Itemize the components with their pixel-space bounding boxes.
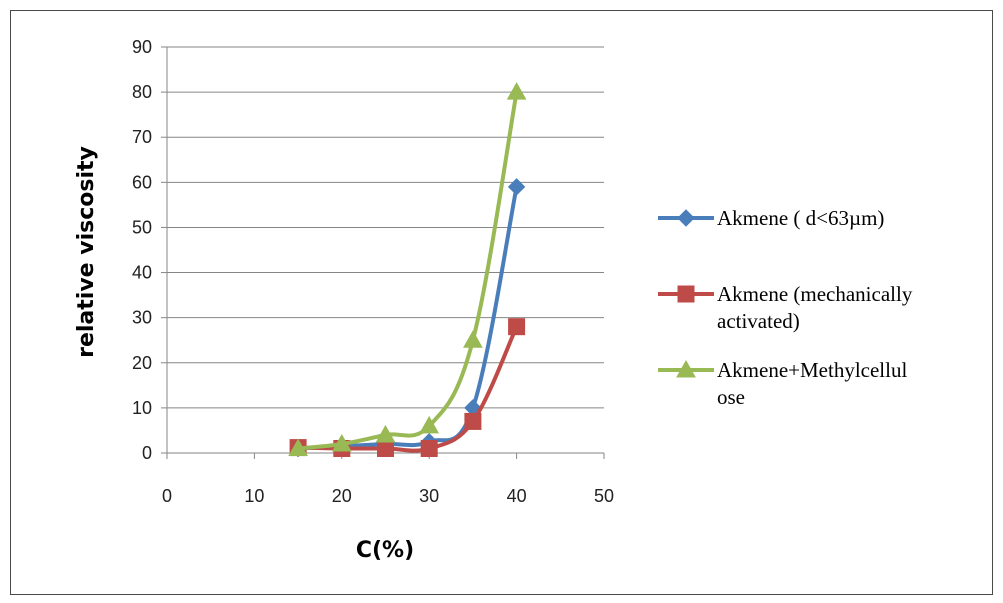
legend-label-1-line-1: Akmene ( d<63µm): [717, 206, 884, 230]
chart-frame: [10, 10, 993, 595]
series-2-point-30: [420, 439, 438, 457]
y-axis-title: relative viscosity: [74, 146, 99, 358]
series-3-point-40: [506, 82, 527, 100]
y-tick-label-70: 70: [132, 127, 152, 147]
x-tick-label-10: 10: [244, 486, 264, 506]
series-3-point-35: [463, 330, 483, 348]
x-axis-title: C(%): [356, 538, 414, 563]
x-tick-label-0: 0: [162, 486, 172, 506]
legend-label-3-line-2: ose: [717, 385, 745, 409]
gridlines: [167, 46, 604, 409]
legend-swatch-marker-1: [677, 209, 695, 227]
series-2-point-25: [377, 439, 394, 457]
series-2-line: [296, 324, 519, 453]
tick-labels: 0 10 20 30 40 50 60 70 80 90 0 10 20 30 40 50: [132, 37, 614, 506]
series-2-point-40: [508, 318, 526, 336]
y-tick-label-10: 10: [132, 398, 152, 418]
legend-label-2-line-2: activated): [717, 309, 800, 333]
y-tick-label-20: 20: [132, 353, 152, 373]
legend-entry-3: Akmene+Methylcellul ose: [658, 358, 907, 409]
x-tick-label-30: 30: [419, 486, 439, 506]
series-3: [288, 82, 527, 456]
series-3-point-15: [288, 438, 308, 456]
series-3-point-25: [375, 424, 396, 443]
y-tick-label-90: 90: [132, 37, 152, 57]
legend-entry-1: Akmene ( d<63µm): [658, 206, 884, 230]
series-3-point-30: [419, 415, 440, 434]
axes: [161, 46, 605, 459]
y-tick-label-30: 30: [132, 308, 152, 328]
x-tick-label-40: 40: [507, 486, 527, 506]
x-tick-label-20: 20: [332, 486, 352, 506]
legend-swatch-marker-3: [676, 359, 696, 378]
legend-label-2-line-1: Akmene (mechanically: [717, 282, 913, 306]
y-tick-label-80: 80: [132, 82, 152, 102]
series-3-line: [296, 90, 519, 451]
series-1-point-40: [507, 178, 526, 196]
series-3-point-20: [331, 433, 352, 452]
y-tick-label-50: 50: [132, 217, 152, 237]
plot-series: [288, 82, 527, 458]
legend-entry-2: Akmene (mechanically activated): [658, 282, 913, 333]
y-tick-label-0: 0: [142, 443, 152, 463]
x-tick-label-50: 50: [594, 486, 614, 506]
legend-swatch-marker-2: [677, 285, 695, 303]
y-tick-label-60: 60: [132, 172, 152, 192]
legend-label-3-line-1: Akmene+Methylcellul: [717, 358, 907, 382]
y-tick-label-40: 40: [132, 263, 152, 283]
series-2-point-35: [464, 412, 482, 430]
legend: Akmene ( d<63µm) Akmene (mechanically acti…: [658, 206, 913, 409]
